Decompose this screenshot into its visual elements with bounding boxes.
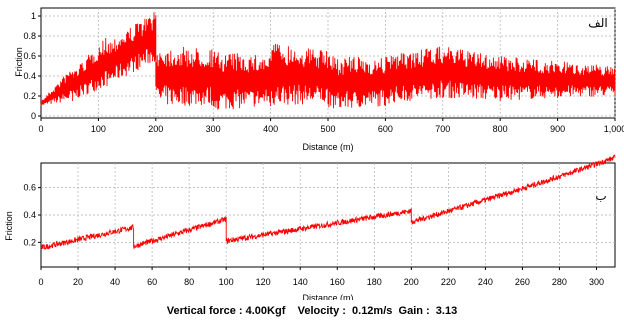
x-tick-label: 280: [552, 277, 567, 287]
x-axis-label: Distance (m): [302, 293, 353, 300]
x-tick-label: 0: [38, 277, 43, 287]
y-tick-label: 0.4: [23, 71, 36, 81]
y-tick-label: 0.2: [23, 91, 36, 101]
x-tick-label: 600: [378, 124, 393, 134]
panel-tag: الف: [588, 16, 607, 30]
x-tick-label: 140: [293, 277, 308, 287]
chart-panel-a: 0 100 200 300 400 500 600 700 800 900 1,000 0 0.2 0.4…: [14, 7, 624, 152]
x-axis-label: Distance (m): [302, 142, 353, 152]
x-tick-label: 120: [256, 277, 271, 287]
vertical-force-text: Vertical force : 4.00Kgf: [166, 305, 286, 317]
x-tick-label: 200: [404, 277, 419, 287]
gain-text: Gain : 3.13: [398, 305, 458, 317]
x-tick-label: 0: [38, 124, 43, 134]
y-tick-label: 0.6: [23, 183, 36, 193]
y-axis-label: Friction: [4, 211, 14, 241]
x-tick-label: 60: [147, 277, 157, 287]
x-tick-label: 80: [184, 277, 194, 287]
x-tick-label: 900: [550, 124, 565, 134]
x-tick-label: 20: [73, 277, 83, 287]
x-tick-label: 260: [515, 277, 530, 287]
friction-series: [40, 12, 616, 110]
y-axis-label: Friction: [14, 47, 24, 77]
panel-tag: ب: [595, 189, 606, 203]
x-tick-label: 300: [206, 124, 221, 134]
x-tick-label: 220: [441, 277, 456, 287]
x-tick-label: 700: [435, 124, 450, 134]
y-tick-label: 1: [31, 11, 36, 21]
x-tick-label: 200: [148, 124, 163, 134]
y-tick-label: 0.8: [23, 31, 36, 41]
chart-panel-b: 0 20 40 60 80 100 120 140 160 180 200 220 240 260 280 3…: [4, 154, 616, 300]
y-tick-label: 0.4: [23, 210, 36, 220]
x-tick-label: 40: [110, 277, 120, 287]
friction-series: [40, 154, 616, 250]
x-tick-label: 800: [493, 124, 508, 134]
x-tick-label: 500: [320, 124, 335, 134]
x-tick-label: 400: [263, 124, 278, 134]
plot-frame: [40, 162, 616, 268]
x-tick-label: 1,000: [604, 124, 624, 134]
x-tick-label: 180: [367, 277, 382, 287]
x-tick-label: 300: [589, 277, 604, 287]
x-tick-label: 100: [219, 277, 234, 287]
x-tick-label: 240: [478, 277, 493, 287]
y-tick-label: 0.6: [23, 51, 36, 61]
velocity-text: Velocity : 0.12m/s: [297, 305, 393, 317]
test-parameters: Vertical force : 4.00Kgf Velocity : 0.12…: [0, 305, 624, 317]
friction-charts: 0 100 200 300 400 500 600 700 800 900 1,00000.20.4…: [4, 7, 624, 300]
x-tick-label: 100: [91, 124, 106, 134]
y-tick-label: 0.2: [23, 237, 36, 247]
y-tick-label: 0: [31, 111, 36, 121]
x-tick-label: 160: [330, 277, 345, 287]
